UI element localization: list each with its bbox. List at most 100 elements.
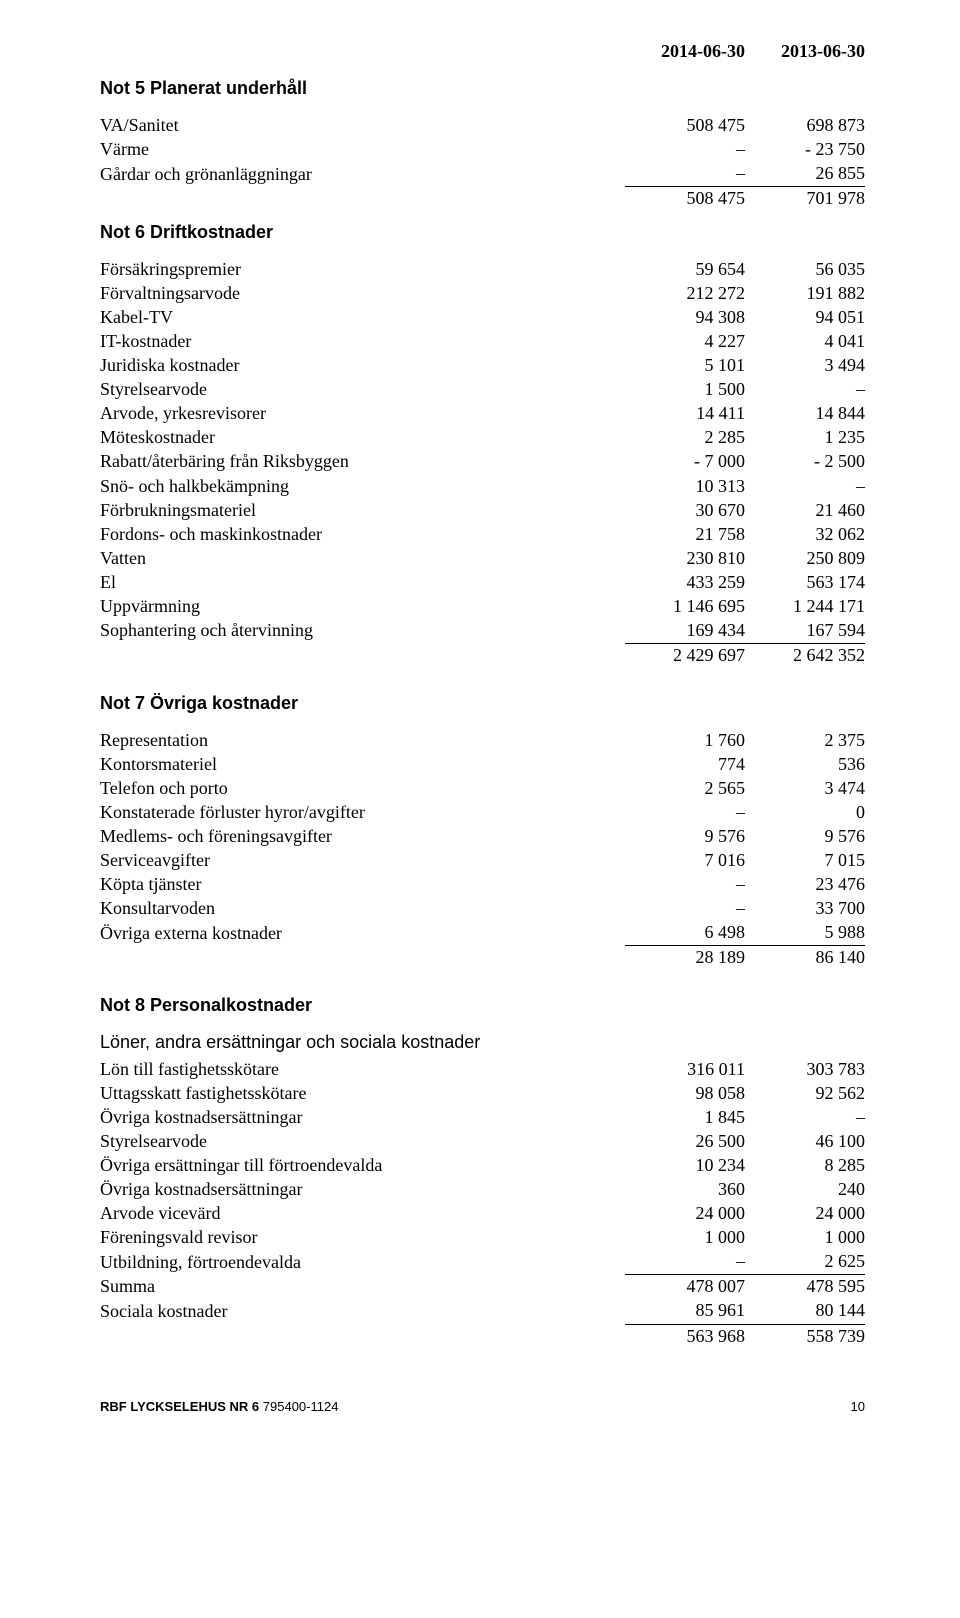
row-label: Köpta tjänster (100, 873, 625, 897)
row-label: Övriga externa kostnader (100, 921, 625, 946)
row-value-current: 1 500 (625, 378, 745, 402)
row-value-prior: 5 988 (745, 921, 865, 946)
footer-left: RBF LYCKSELEHUS NR 6 795400-1124 (100, 1399, 338, 1416)
row-value-prior: 0 (745, 801, 865, 825)
row-label: Arvode vicevärd (100, 1202, 625, 1226)
row-value-current: 59 654 (625, 258, 745, 282)
row-value-prior: 1 235 (745, 426, 865, 450)
not5-body: VA/Sanitet508 475698 873Värme–- 23 750Gå… (100, 114, 865, 211)
row-value-current: 6 498 (625, 921, 745, 946)
row-value-prior: 8 285 (745, 1154, 865, 1178)
row-value-prior: 250 809 (745, 547, 865, 571)
not6-body: Försäkringspremier59 65456 035Förvaltnin… (100, 258, 865, 668)
table-row: Lön till fastighetsskötare316 011303 783 (100, 1058, 865, 1082)
row-label: Representation (100, 729, 625, 753)
row-value-prior: - 2 500 (745, 450, 865, 474)
table-row: Serviceavgifter7 0167 015 (100, 849, 865, 873)
table-row: Styrelsearvode1 500– (100, 378, 865, 402)
header-dates: 2014-06-30 2013-06-30 (100, 40, 865, 63)
table-row: Kabel-TV94 30894 051 (100, 306, 865, 330)
row-value-current: 360 (625, 1178, 745, 1202)
table-row: Övriga ersättningar till förtroendevalda… (100, 1154, 865, 1178)
total-prior: 2 642 352 (745, 643, 865, 668)
table-row: Värme–- 23 750 (100, 138, 865, 162)
row-value-current: – (625, 1250, 745, 1275)
not8-subtitle: Löner, andra ersättningar och sociala ko… (100, 1031, 865, 1054)
total-current: 28 189 (625, 946, 745, 971)
not8-body: Lön till fastighetsskötare316 011303 783… (100, 1058, 865, 1348)
table-row: Arvode, yrkesrevisorer14 41114 844 (100, 402, 865, 426)
table-row: Styrelsearvode26 50046 100 (100, 1130, 865, 1154)
row-label: Övriga kostnadsersättningar (100, 1106, 625, 1130)
table-row: Övriga kostnadsersättningar360240 (100, 1178, 865, 1202)
table-row: El433 259563 174 (100, 571, 865, 595)
row-value-current: 14 411 (625, 402, 745, 426)
row-label: Rabatt/återbäring från Riksbyggen (100, 450, 625, 474)
table-row: Försäkringspremier59 65456 035 (100, 258, 865, 282)
total-row: 2 429 6972 642 352 (100, 643, 865, 668)
row-value-prior: 563 174 (745, 571, 865, 595)
row-label: Konsultarvoden (100, 897, 625, 921)
not5-title: Not 5 Planerat underhåll (100, 77, 865, 100)
row-value-current: 85 961 (625, 1299, 745, 1324)
not7-body: Representation1 7602 375Kontorsmateriel7… (100, 729, 865, 970)
row-label: Fordons- och maskinkostnader (100, 523, 625, 547)
row-label: Övriga kostnadsersättningar (100, 1178, 625, 1202)
row-value-current: 212 272 (625, 282, 745, 306)
row-value-current: 1 000 (625, 1226, 745, 1250)
row-value-prior: 80 144 (745, 1299, 865, 1324)
row-label: Sociala kostnader (100, 1299, 625, 1324)
page-container: 2014-06-30 2013-06-30 Not 5 Planerat und… (0, 0, 960, 1455)
table-row: Snö- och halkbekämpning10 313– (100, 475, 865, 499)
not6-title: Not 6 Driftkostnader (100, 221, 865, 244)
table-row: Övriga kostnadsersättningar1 845– (100, 1106, 865, 1130)
page-footer: RBF LYCKSELEHUS NR 6 795400-1124 10 (100, 1399, 865, 1416)
not8-title: Not 8 Personalkostnader (100, 994, 865, 1017)
row-label: Möteskostnader (100, 426, 625, 450)
row-value-current: 2 565 (625, 777, 745, 801)
total-prior: 86 140 (745, 946, 865, 971)
row-value-current: – (625, 162, 745, 187)
row-value-prior: 167 594 (745, 619, 865, 644)
row-value-current: – (625, 138, 745, 162)
row-value-current: 7 016 (625, 849, 745, 873)
row-label: Serviceavgifter (100, 849, 625, 873)
table-row: Konstaterade förluster hyror/avgifter–0 (100, 801, 865, 825)
row-value-current: 26 500 (625, 1130, 745, 1154)
row-value-current: 230 810 (625, 547, 745, 571)
row-value-prior: 56 035 (745, 258, 865, 282)
row-value-prior: 2 375 (745, 729, 865, 753)
footer-orgnr: 795400-1124 (263, 1399, 339, 1414)
row-value-prior: 2 625 (745, 1250, 865, 1275)
row-value-current: 433 259 (625, 571, 745, 595)
table-row: Kontorsmateriel774536 (100, 753, 865, 777)
table-row: Föreningsvald revisor1 0001 000 (100, 1226, 865, 1250)
row-label: Vatten (100, 547, 625, 571)
row-label: Telefon och porto (100, 777, 625, 801)
row-value-prior: 14 844 (745, 402, 865, 426)
row-label (100, 946, 625, 971)
footer-company: RBF LYCKSELEHUS NR 6 (100, 1399, 259, 1414)
table-row: Juridiska kostnader5 1013 494 (100, 354, 865, 378)
row-label: El (100, 571, 625, 595)
not6-table: Försäkringspremier59 65456 035Förvaltnin… (100, 258, 865, 668)
total-row: 28 18986 140 (100, 946, 865, 971)
row-label: Medlems- och föreningsavgifter (100, 825, 625, 849)
row-value-prior: 92 562 (745, 1082, 865, 1106)
row-value-current: 478 007 (625, 1275, 745, 1300)
row-label: Förvaltningsarvode (100, 282, 625, 306)
table-row: Övriga externa kostnader6 4985 988 (100, 921, 865, 946)
row-value-prior: 24 000 (745, 1202, 865, 1226)
row-value-current: 21 758 (625, 523, 745, 547)
row-value-prior: 478 595 (745, 1275, 865, 1300)
not5-table: VA/Sanitet508 475698 873Värme–- 23 750Gå… (100, 114, 865, 211)
table-row: Konsultarvoden–33 700 (100, 897, 865, 921)
row-label: Uppvärmning (100, 595, 625, 619)
not8-table: Lön till fastighetsskötare316 011303 783… (100, 1058, 865, 1348)
table-row: Möteskostnader2 2851 235 (100, 426, 865, 450)
table-row: Rabatt/återbäring från Riksbyggen- 7 000… (100, 450, 865, 474)
row-label: Styrelsearvode (100, 1130, 625, 1154)
row-value-current: 2 285 (625, 426, 745, 450)
row-label: Värme (100, 138, 625, 162)
row-label: Lön till fastighetsskötare (100, 1058, 625, 1082)
